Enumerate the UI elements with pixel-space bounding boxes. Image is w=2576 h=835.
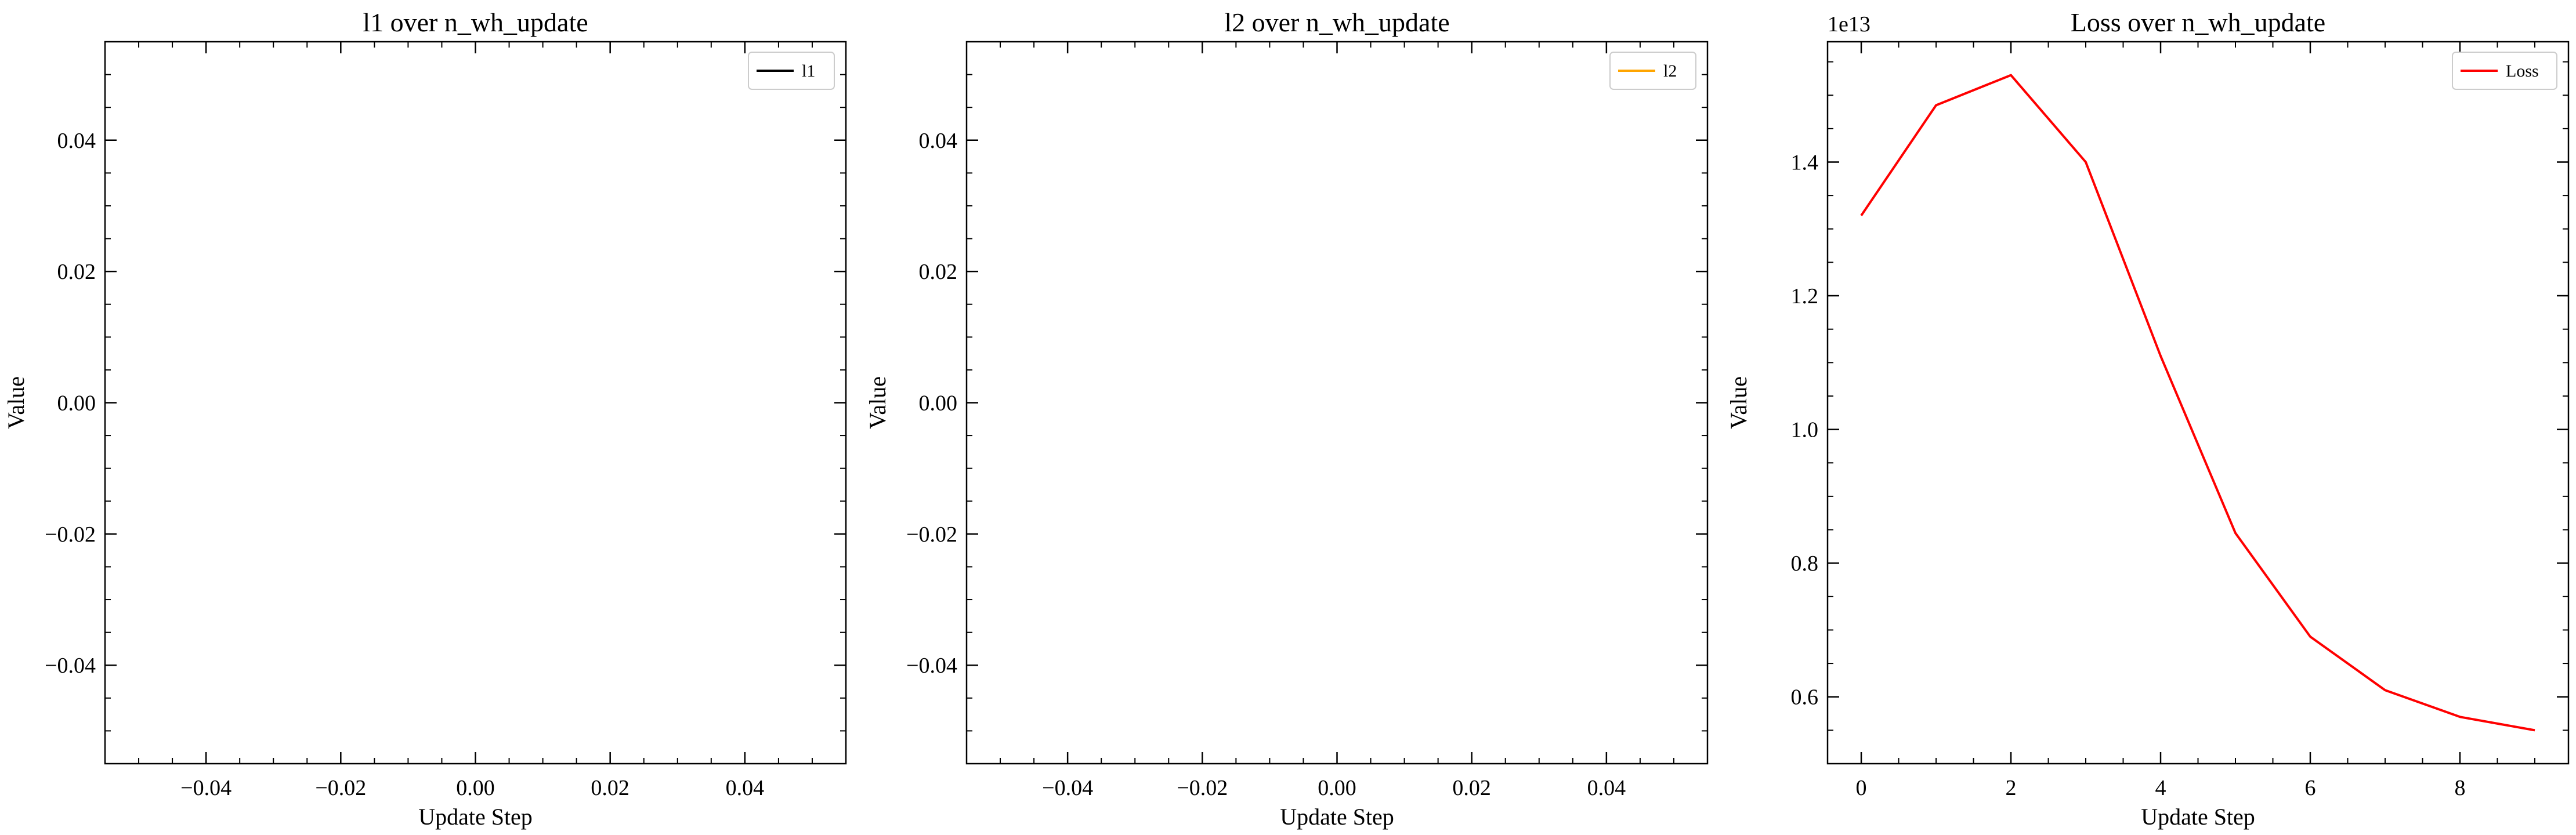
- legend: Loss: [2452, 52, 2557, 90]
- x-tick-label: 0: [1856, 776, 1867, 800]
- chart-panel-3: 0 2 4 6 8 0.6 0.8 1.0 1.2 1.4 Loss Loss over n_wh_u…: [1725, 8, 2570, 830]
- x-axis-label: Update Step: [418, 804, 533, 830]
- y-tick-label: 0.00: [57, 391, 96, 416]
- y-tick-label: 0.02: [57, 260, 96, 284]
- y-tick-label: 0.8: [1791, 551, 1819, 576]
- chart-title: l1 over n_wh_update: [363, 8, 588, 37]
- x-tick-label: 0.02: [591, 776, 629, 800]
- y-axis-label: Value: [864, 376, 891, 429]
- x-tick-label: −0.04: [1042, 776, 1093, 800]
- plot-frame: [965, 41, 1709, 765]
- x-tick-label: −0.02: [1177, 776, 1228, 800]
- x-tick-label: 0.04: [1587, 776, 1626, 800]
- y-tick-label: 1.0: [1791, 418, 1819, 442]
- y-tick-label: −0.04: [906, 654, 957, 678]
- plot-frame: [104, 41, 847, 765]
- ticks: [966, 41, 1708, 764]
- x-tick-label: −0.02: [315, 776, 366, 800]
- x-tick-label: 0.04: [726, 776, 765, 800]
- y-tick-label: 1.4: [1791, 151, 1819, 175]
- y-tick-label: −0.02: [45, 522, 96, 547]
- series-line-loss: [1860, 74, 2535, 732]
- x-tick-label: 0.00: [456, 776, 495, 800]
- legend-box: [2452, 52, 2557, 90]
- legend: l2: [1609, 52, 1696, 90]
- legend: l1: [748, 52, 835, 90]
- x-tick-label: 8: [2454, 776, 2465, 800]
- ticks: [1828, 42, 2568, 764]
- chart-panel-2: −0.04 −0.02 0.00 0.02 0.04 −0.04 −0.02 0.00 0.02…: [864, 8, 1709, 830]
- y-axis-label: Value: [1725, 376, 1752, 429]
- chart-title: Loss over n_wh_update: [2071, 8, 2325, 37]
- chart-panel-1: −0.04 −0.02 0.00 0.02 0.04 −0.04 −0.02 0.00 0.02…: [3, 8, 847, 830]
- x-tick-label: 2: [2006, 776, 2017, 800]
- y-axis-offset-label: 1e13: [1828, 12, 1871, 37]
- y-tick-label: 0.00: [919, 391, 958, 416]
- ticks: [104, 41, 846, 764]
- plot-frame: [1826, 41, 2570, 765]
- y-tick-label: 0.04: [57, 129, 96, 153]
- x-tick-label: 0.00: [1318, 776, 1356, 800]
- y-tick-label: 0.6: [1791, 685, 1819, 710]
- x-axis-label: Update Step: [1280, 804, 1394, 830]
- legend-entry-label: Loss: [2506, 61, 2539, 81]
- y-tick-label: 1.2: [1791, 284, 1819, 308]
- y-tick-label: −0.04: [45, 654, 96, 678]
- y-axis-label: Value: [3, 376, 29, 429]
- legend-entry-label: l2: [1663, 61, 1677, 81]
- x-tick-label: −0.04: [180, 776, 231, 800]
- y-tick-label: 0.04: [919, 129, 958, 153]
- x-tick-label: 0.02: [1452, 776, 1491, 800]
- y-tick-label: −0.02: [906, 522, 957, 547]
- x-axis-label: Update Step: [2141, 804, 2255, 830]
- x-tick-label: 4: [2155, 776, 2166, 800]
- legend-entry-label: l1: [802, 61, 815, 81]
- y-tick-label: 0.02: [919, 260, 958, 284]
- x-tick-label: 6: [2304, 776, 2315, 800]
- chart-title: l2 over n_wh_update: [1224, 8, 1449, 37]
